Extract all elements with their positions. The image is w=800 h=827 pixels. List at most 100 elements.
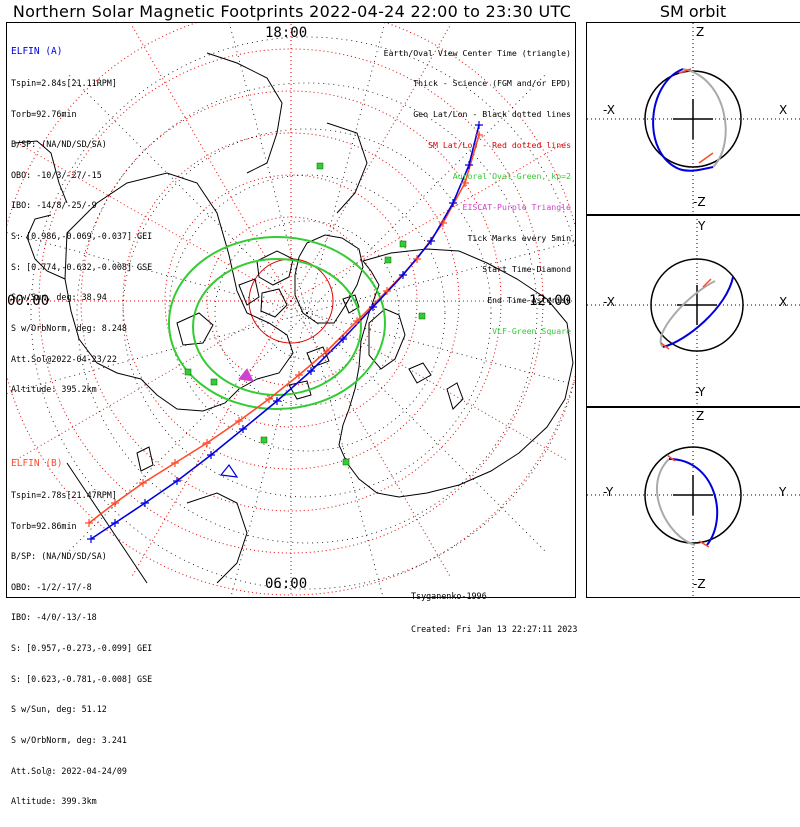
elfin-a-tick (475, 121, 483, 129)
elfin-a-line: Att.Sol@2022-04-23/22 (11, 353, 117, 364)
geo-latitude-circle (30, 36, 575, 590)
elfin-a-tick (449, 199, 457, 207)
sm-orbit-xz (587, 23, 800, 215)
sm-longitude-line (130, 23, 292, 302)
geo-longitude-line (306, 72, 548, 314)
elfin-a-tick (465, 161, 473, 169)
geo-longitude-line (306, 312, 575, 386)
elfin-b-line: Att.Sol@: 2022-04-24/09 (11, 765, 127, 776)
legend-entry: Auroral Oval-Green, kp=2 (452, 171, 571, 182)
elfin-a-line: Altitude: 395.2km (11, 384, 97, 395)
view-center-triangle (219, 463, 239, 478)
sm-longitude-line (290, 300, 569, 462)
elfin-a-title: ELFIN (A) (11, 46, 63, 58)
elfin-a-tick (369, 303, 377, 311)
elfin-b-line: S: [0.957,-0.273,-0.099] GEI (11, 643, 153, 654)
sm-longitude-line (290, 23, 452, 302)
elfin-a-tick (111, 519, 119, 527)
sm-orbit-xy (587, 215, 800, 407)
elfin-b-line: Altitude: 399.3km (11, 796, 97, 807)
mlt-label-left: 00:00 (7, 293, 50, 309)
elfin-b-line: S w/OrbNorm, deg: 3.241 (11, 734, 127, 745)
auroral-oval (168, 236, 386, 410)
elfin-b-tick (139, 479, 147, 487)
geo-longitude-line (230, 312, 308, 597)
elfin-a-line: S w/Sun, deg: 38.94 (11, 292, 107, 303)
elfin-b-line: B/SP: (NA/ND/SD/SA) (11, 551, 107, 562)
elfin-a-tick (307, 367, 315, 375)
sm-longitude-line (290, 140, 569, 302)
created-label: Created: Fri Jan 13 22:27:11 2023 (411, 624, 578, 634)
vlf-squares (184, 162, 426, 466)
geo-latitude-circle (168, 174, 446, 452)
elfin-a-line: Torb=92.76min (11, 108, 77, 119)
legend-entry: Tick Marks every 5min (467, 232, 571, 243)
sm-axis-left: -X (603, 295, 615, 309)
geo-longitude-line (306, 312, 384, 597)
sm-orbit-panel-xy: Y -Y -X X (586, 214, 800, 408)
elfin-b-title: ELFIN (B) (11, 458, 63, 470)
elfin-b-tick (171, 459, 179, 467)
sm-axis-bottom: -Y (695, 385, 706, 399)
elfin-b-tick (85, 519, 93, 527)
elfin-a-tick (207, 451, 215, 459)
sm-orbit-panel-yz: Z -Z -Y Y (586, 406, 800, 598)
elfin-b-tick (323, 347, 331, 355)
footprint-map-panel: 18:00 00:00 12:00 06:00 ELFIN (A) Tspin=… (6, 22, 577, 806)
elfin-a-tick (141, 499, 149, 507)
geo-lat-lon-grid (7, 23, 575, 597)
elfin-a-line: IBO: -14/8/-25/-9 (11, 200, 97, 211)
elfin-b-info: ELFIN (B) Tspin=2.78s[21.47RPM] Torb=92.… (11, 439, 152, 827)
elfin-a-info: ELFIN (A) Tspin=2.84s[21.11RPM] Torb=92.… (11, 27, 152, 415)
elfin-b-line: Torb=92.86min (11, 520, 77, 531)
coastlines (14, 52, 574, 584)
elfin-b-line: S: [0.623,-0.781,-0.008] GSE (11, 673, 153, 684)
elfin-b-tick (383, 287, 391, 295)
geo-longitude-line (7, 232, 308, 314)
geo-longitude-line (7, 312, 308, 394)
elfin-a-tick (273, 397, 281, 405)
geo-longitude-line (228, 23, 308, 314)
footprint-map (7, 23, 575, 597)
elfin-b-line: OBO: -1/2/-17/-8 (11, 581, 92, 592)
elfin-a-line: Tspin=2.84s[21.11RPM] (11, 78, 117, 89)
legend-entry: VLF-Green Square (492, 325, 571, 336)
geo-longitude-line (66, 72, 308, 314)
sm-orbit-yz (587, 407, 800, 597)
elfin-b-tick (295, 371, 303, 379)
tick-marks (85, 121, 483, 543)
sm-axis-right: Y (779, 485, 787, 499)
elfin-b-tick (353, 317, 361, 325)
elfin-a-line: S: [0.986,-0.069,-0.037] GEI (11, 231, 153, 242)
sm-longitude-line (290, 300, 452, 579)
sm-latitude-circle (164, 174, 418, 428)
footer: Tsyganenko-1996 Created: Fri Jan 13 22:2… (411, 569, 577, 657)
geo-latitude-circle (76, 82, 538, 544)
mlt-label-right: 12:00 (529, 293, 572, 309)
sm-axis-top: Z (696, 409, 705, 423)
sm-longitude-line (13, 140, 292, 302)
sm-axis-left: -X (603, 103, 615, 117)
sm-axis-right: X (779, 295, 788, 309)
elfin-a-line: S: [0.774,-0.632,-0.008] GSE (11, 261, 153, 272)
sm-axis-top: Y (698, 219, 706, 233)
sm-longitude-line (13, 300, 292, 462)
legend-entry: EISCAT-Purple Triangle (462, 202, 571, 213)
elfin-b-tick (111, 499, 119, 507)
elfin-a-tick (239, 425, 247, 433)
sm-axis-left: -Y (603, 485, 614, 499)
elfin-a-tick (173, 477, 181, 485)
sm-latitude-circle (80, 90, 502, 512)
geo-longitude-line (306, 240, 575, 314)
legend-entry: Earth/Oval View Center Time (triangle) (383, 47, 571, 58)
elfin-a-line: OBO: -10/3/-27/-15 (11, 169, 102, 180)
sm-orbit-panel-xz: Z -Z -X X (586, 22, 800, 216)
elfin-a-tick (87, 535, 95, 543)
elfin-b-tick (439, 219, 447, 227)
elfin-b-tick (203, 439, 211, 447)
elfin-a-tick (399, 271, 407, 279)
eiscat-triangle (238, 368, 254, 382)
geo-longitude-line (306, 23, 386, 314)
elfin-b-line: S w/Sun, deg: 51.12 (11, 704, 107, 715)
elfin-a-tick (339, 335, 347, 343)
